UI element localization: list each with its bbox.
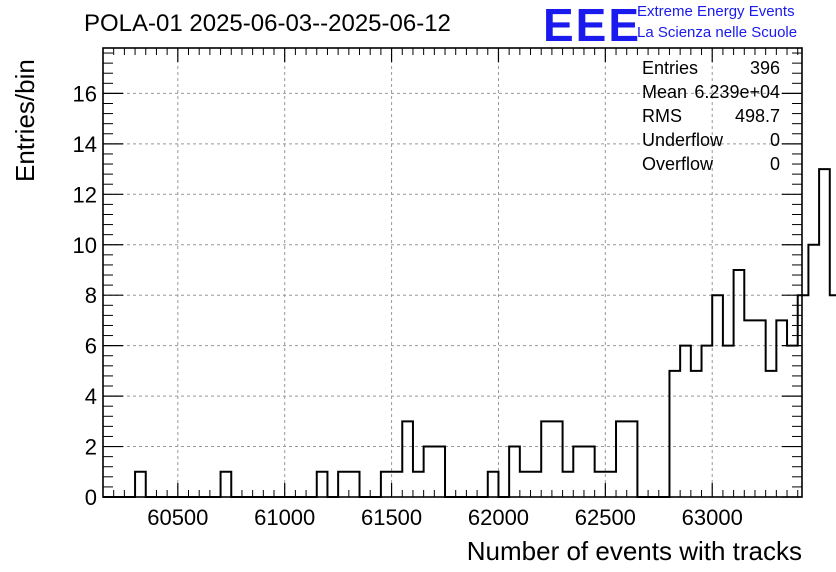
eee-logo: EEE [543,0,642,51]
y-tick-label: 16 [73,81,97,106]
x-tick-label: 62500 [575,505,636,530]
chart-title: POLA-01 2025-06-03--2025-06-12 [84,10,451,37]
logo-line-2: La Scienza nelle Scuole [637,24,798,41]
stat-key: Underflow [642,130,724,150]
stat-value: 498.7 [734,106,780,126]
stat-key: Mean [642,82,688,102]
axis-ticks [103,48,802,498]
x-tick-label: 62000 [468,505,529,530]
x-tick-label: 61500 [361,505,422,530]
stat-key: RMS [642,106,682,126]
y-tick-label: 10 [73,233,97,258]
stat-value: 396 [749,58,780,78]
y-tick-label: 6 [85,334,97,359]
y-axis-label: Entries/bin [10,59,40,182]
stat-value: 0 [769,130,780,150]
y-axis-label-box: Entries/bin [2,59,42,182]
stat-rms: RMS 498.7 [642,106,780,130]
y-tick-label: 2 [85,435,97,460]
y-tick-label: 0 [85,485,97,510]
x-axis-label: Number of events with tracks [466,536,802,566]
grid-lines [103,48,802,497]
logo-line-1: Extreme Energy Events [637,3,795,20]
tick-labels: 60500 61000 61500 62000 62500 63000 0 2 4 6 8 10 12 1… [73,81,743,530]
x-tick-label: 63000 [682,505,743,530]
stat-entries: Entries 396 [642,58,780,82]
stat-key: Entries [642,58,699,78]
stats-box: Entries 396 Mean 6.239e+04 RMS 498.7 Und… [642,58,780,178]
y-tick-label: 14 [73,132,97,157]
y-tick-label: 4 [85,384,97,409]
x-tick-label: 60500 [147,505,208,530]
stat-overflow: Overflow 0 [642,154,780,178]
x-tick-label: 61000 [254,505,315,530]
stat-value: 6.239e+04 [694,82,780,102]
histogram-bins [103,168,836,498]
y-tick-label: 8 [85,283,97,308]
stat-value: 0 [769,154,780,174]
stat-mean: Mean 6.239e+04 [642,82,780,106]
stat-key: Overflow [642,154,714,174]
y-tick-label: 12 [73,182,97,207]
stat-underflow: Underflow 0 [642,130,780,154]
